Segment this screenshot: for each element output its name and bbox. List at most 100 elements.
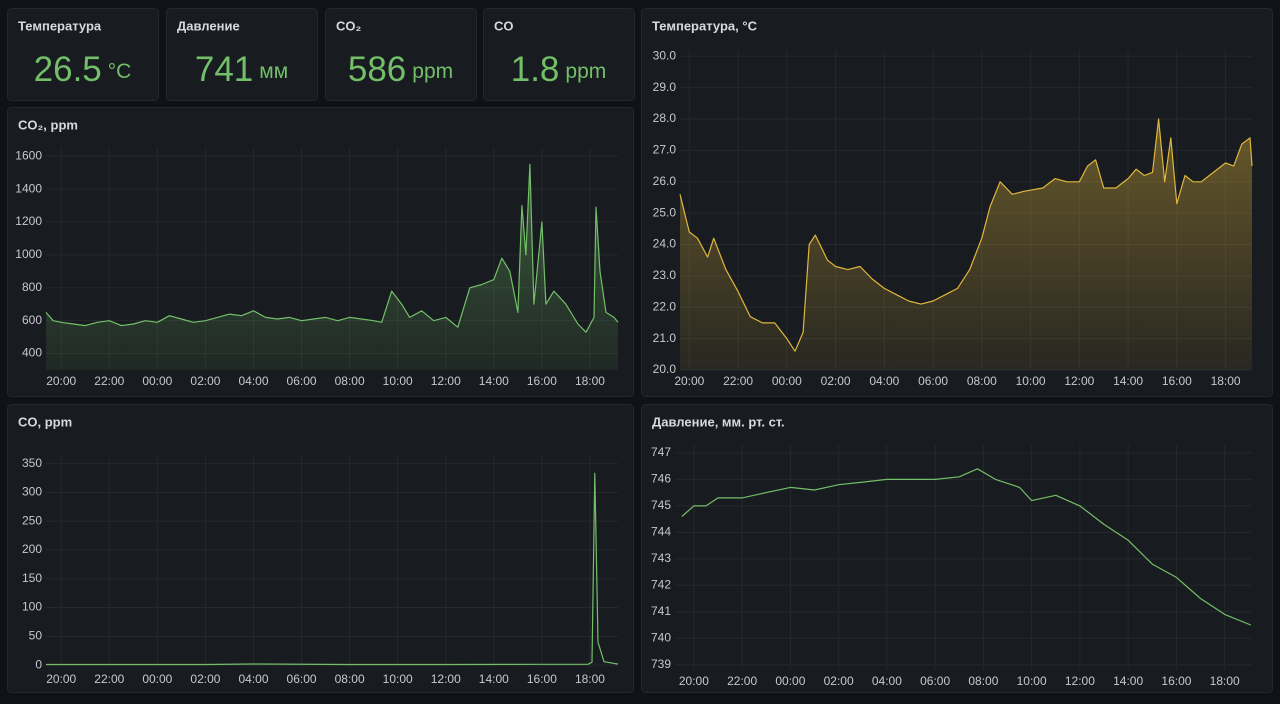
x-tick-label: 14:00 (1113, 674, 1143, 688)
y-tick-label: 743 (651, 551, 671, 565)
y-tick-label: 600 (22, 313, 42, 327)
y-tick-label: 739 (651, 657, 671, 671)
x-tick-label: 04:00 (238, 672, 268, 686)
line (679, 118, 1253, 352)
x-tick-label: 20:00 (46, 672, 76, 686)
x-tick-label: 08:00 (335, 672, 365, 686)
line (45, 163, 619, 333)
chart-panel[interactable] (7, 404, 634, 693)
y-tick-label: 1000 (15, 247, 42, 261)
y-tick-label: 742 (651, 577, 671, 591)
y-tick-label: 741 (651, 604, 671, 618)
x-tick-label: 04:00 (872, 674, 902, 688)
x-tick-label: 20:00 (679, 674, 709, 688)
y-tick-label: 27.0 (653, 143, 677, 157)
chart-title: CO, ppm (18, 414, 72, 429)
y-tick-label: 0 (35, 657, 42, 671)
y-tick-label: 200 (22, 542, 42, 556)
y-tick-label: 22.0 (653, 299, 677, 313)
y-tick-label: 744 (651, 525, 671, 539)
stat-number: 1.8 (511, 50, 560, 89)
y-tick-label: 746 (651, 472, 671, 486)
x-tick-label: 08:00 (967, 374, 997, 388)
x-tick-label: 20:00 (46, 374, 76, 388)
x-tick-label: 16:00 (527, 672, 557, 686)
stat-panel[interactable] (325, 8, 477, 101)
y-tick-label: 150 (22, 571, 42, 585)
x-tick-label: 02:00 (824, 674, 854, 688)
y-tick-label: 745 (651, 498, 671, 512)
y-tick-label: 21.0 (653, 331, 677, 345)
x-tick-label: 18:00 (1211, 374, 1241, 388)
x-tick-label: 06:00 (918, 374, 948, 388)
x-tick-label: 18:00 (575, 374, 605, 388)
x-tick-label: 02:00 (190, 374, 220, 388)
chart-title: CO₂, ppm (18, 117, 78, 132)
y-tick-label: 28.0 (653, 111, 677, 125)
y-tick-label: 25.0 (653, 205, 677, 219)
stat-title: Давление (177, 18, 240, 33)
stat-panel[interactable] (483, 8, 635, 101)
x-tick-label: 06:00 (920, 674, 950, 688)
area (46, 164, 618, 370)
x-tick-label: 00:00 (775, 674, 805, 688)
stat-unit: мм (259, 60, 288, 83)
x-tick-label: 20:00 (674, 374, 704, 388)
x-tick-label: 12:00 (431, 672, 461, 686)
y-tick-label: 20.0 (653, 362, 677, 376)
x-tick-label: 10:00 (383, 374, 413, 388)
stat-number: 26.5 (34, 50, 102, 89)
stat-value: 1.8 ppm (511, 50, 607, 89)
y-tick-label: 29.0 (653, 80, 677, 94)
stat-panel[interactable] (7, 8, 159, 101)
x-tick-label: 12:00 (1064, 374, 1094, 388)
y-tick-label: 300 (22, 485, 42, 499)
stat-panel[interactable] (166, 8, 318, 101)
x-tick-label: 22:00 (727, 674, 757, 688)
x-tick-label: 06:00 (287, 374, 317, 388)
x-tick-label: 10:00 (1016, 374, 1046, 388)
y-tick-label: 26.0 (653, 174, 677, 188)
line (46, 472, 619, 666)
x-tick-label: 06:00 (287, 672, 317, 686)
area (680, 119, 1252, 370)
stat-title: Температура (18, 18, 102, 33)
stat-value: 741 мм (195, 50, 288, 89)
y-tick-label: 23.0 (653, 268, 677, 282)
chart-panel[interactable] (641, 404, 1273, 693)
x-tick-label: 22:00 (94, 672, 124, 686)
stat-unit: ppm (565, 60, 606, 83)
y-tick-label: 800 (22, 280, 42, 294)
y-tick-label: 24.0 (653, 237, 677, 251)
y-tick-label: 100 (22, 600, 42, 614)
chart-title: Температура, °C (652, 18, 758, 33)
x-tick-label: 16:00 (1161, 674, 1191, 688)
y-tick-label: 740 (651, 630, 671, 644)
y-tick-label: 1200 (15, 214, 42, 228)
stat-title: CO₂ (336, 18, 362, 33)
x-tick-label: 00:00 (142, 672, 172, 686)
x-tick-label: 16:00 (527, 374, 557, 388)
x-tick-label: 16:00 (1162, 374, 1192, 388)
chart-title: Давление, мм. рт. ст. (652, 414, 785, 429)
x-tick-label: 12:00 (1065, 674, 1095, 688)
x-tick-label: 12:00 (431, 374, 461, 388)
y-tick-label: 50 (29, 629, 43, 643)
x-tick-label: 00:00 (772, 374, 802, 388)
y-tick-label: 1400 (15, 181, 42, 195)
x-tick-label: 02:00 (190, 672, 220, 686)
stat-value: 26.5 °C (34, 50, 132, 89)
x-tick-label: 14:00 (1113, 374, 1143, 388)
stat-unit: ppm (412, 60, 453, 83)
x-tick-label: 08:00 (968, 674, 998, 688)
x-tick-label: 02:00 (821, 374, 851, 388)
x-tick-label: 14:00 (479, 672, 509, 686)
x-tick-label: 04:00 (869, 374, 899, 388)
y-tick-label: 400 (22, 346, 42, 360)
y-tick-label: 350 (22, 456, 42, 470)
y-tick-label: 250 (22, 513, 42, 527)
y-tick-label: 30.0 (653, 48, 677, 62)
stat-number: 586 (348, 50, 406, 89)
x-tick-label: 22:00 (94, 374, 124, 388)
